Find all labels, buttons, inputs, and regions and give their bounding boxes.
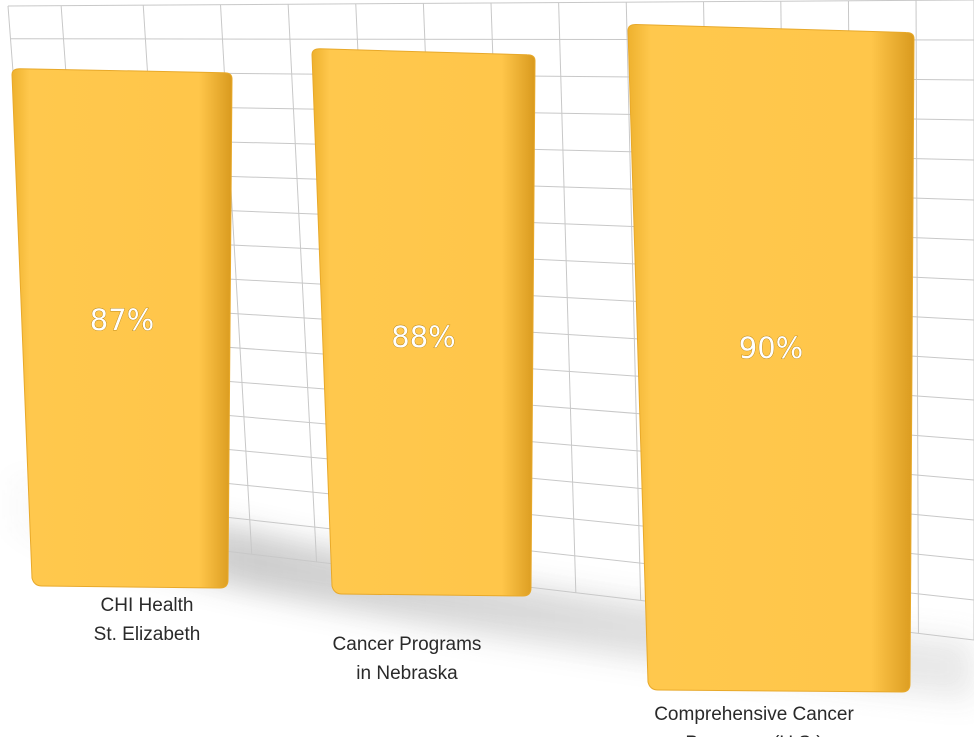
grid-line-v <box>915 0 919 634</box>
grid-line-v <box>287 4 318 562</box>
bar <box>627 23 915 693</box>
bar <box>11 68 233 589</box>
bar-value-labels: 87% 88% 90% <box>89 303 803 366</box>
bars <box>11 23 915 693</box>
category-label: Programs (U.S.) <box>685 733 822 737</box>
category-label: in Nebraska <box>356 663 458 684</box>
category-label: CHI Health <box>101 595 194 616</box>
category-label: St. Elizabeth <box>94 624 201 645</box>
category-label: Comprehensive Cancer <box>654 704 854 725</box>
bar-value-label: 87% <box>90 303 154 337</box>
grid-line-v <box>625 2 642 601</box>
category-label: Cancer Programs <box>333 634 482 655</box>
bar-value-label: 88% <box>391 320 455 354</box>
bar <box>311 48 536 597</box>
grid-line-v <box>558 2 577 593</box>
category-labels: CHI Health St. Elizabeth Cancer Programs in… <box>94 595 855 737</box>
bar-value-label: 90% <box>739 331 803 365</box>
